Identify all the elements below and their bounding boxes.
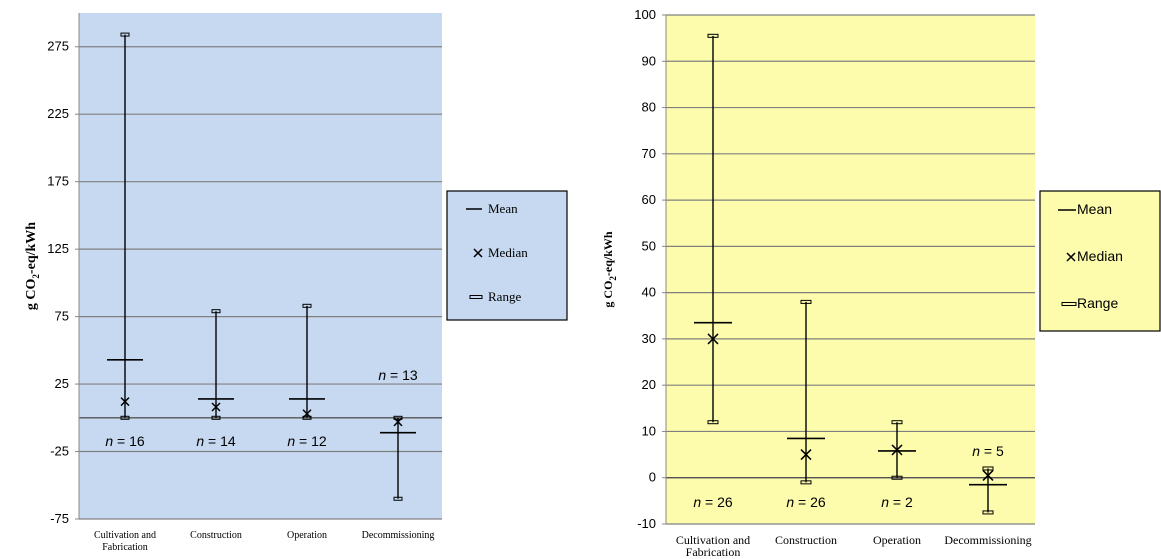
y-tick-label: 20 xyxy=(642,377,656,392)
median-stroke xyxy=(982,469,994,481)
y-tick-label: 25 xyxy=(55,376,69,391)
x-category-label: Fabrication xyxy=(102,542,148,553)
y-tick-label: 80 xyxy=(642,100,656,115)
y-tick-label: 10 xyxy=(642,423,656,438)
y-tick-label: 100 xyxy=(634,7,656,22)
sample-size-label: n = 13 xyxy=(378,367,418,383)
legend-label: Mean xyxy=(488,201,518,216)
legend-median-symbol xyxy=(473,248,483,258)
x-category-label: Construction xyxy=(775,533,837,547)
legend-label: Median xyxy=(1077,248,1123,264)
y-tick-label: 75 xyxy=(55,309,69,324)
x-category-label: Cultivation and xyxy=(94,530,156,541)
median-marker xyxy=(211,402,221,412)
median-stroke xyxy=(393,417,403,427)
median-stroke xyxy=(1066,252,1076,262)
median-stroke xyxy=(302,409,312,419)
range-cap xyxy=(120,32,130,37)
y-tick-label: -75 xyxy=(50,511,69,526)
legend-range-symbol xyxy=(1061,302,1077,306)
sample-size-label: n = 26 xyxy=(693,494,733,510)
range-cap xyxy=(982,510,994,515)
median-stroke xyxy=(707,333,719,345)
range-cap xyxy=(120,415,130,420)
sample-size-label: n = 14 xyxy=(196,433,236,449)
y-tick-label: 90 xyxy=(642,53,656,68)
y-tick-label: 175 xyxy=(47,174,69,189)
legend-label: Mean xyxy=(1077,201,1112,217)
y-tick-label: 50 xyxy=(642,238,656,253)
median-stroke xyxy=(891,444,903,456)
median-marker xyxy=(891,444,903,456)
sample-size-label: n = 2 xyxy=(881,494,913,510)
y-tick-label: 275 xyxy=(47,39,69,54)
range-cap xyxy=(302,303,312,308)
x-category-label: Decommissioning xyxy=(362,530,435,541)
plot-area xyxy=(79,13,442,519)
x-category-label: Decommissioning xyxy=(944,533,1031,547)
x-category-label: Operation xyxy=(287,530,327,541)
y-tick-label: -10 xyxy=(637,516,656,531)
y-tick-label: 70 xyxy=(642,146,656,161)
median-marker xyxy=(302,409,312,419)
median-stroke xyxy=(473,248,483,258)
range-cap xyxy=(302,415,312,420)
legend-box xyxy=(1039,190,1161,332)
y-axis-label: g CO2-eq/kWh xyxy=(24,222,41,310)
sample-size-label: n = 16 xyxy=(105,433,145,449)
range-cap xyxy=(891,475,903,480)
range-cap xyxy=(891,420,903,425)
sample-size-label: n = 12 xyxy=(287,433,327,449)
y-tick-label: 60 xyxy=(642,192,656,207)
range-cap xyxy=(982,466,994,471)
chart-panel-1: -75 -25 25 75 125 175 225 275 g CO2-eq/kWh Cultiv… xyxy=(24,13,568,553)
range-cap xyxy=(800,299,812,304)
range-cap xyxy=(211,415,221,420)
sample-size-label: n = 26 xyxy=(786,494,826,510)
legend-label: Median xyxy=(488,245,528,260)
plot-area xyxy=(666,15,1035,524)
range-cap xyxy=(707,420,719,425)
legend-range-symbol xyxy=(469,295,483,299)
median-stroke xyxy=(211,402,221,412)
median-marker xyxy=(707,333,719,345)
y-tick-label: 225 xyxy=(47,106,69,121)
range-cap xyxy=(393,415,403,420)
sample-size-label: n = 5 xyxy=(972,443,1004,459)
range-cap xyxy=(211,309,221,314)
range-cap xyxy=(800,480,812,485)
median-marker xyxy=(120,397,130,407)
legend-median-symbol xyxy=(1066,252,1076,262)
median-marker xyxy=(982,469,994,481)
y-axis-label: g CO2-eq/kWh xyxy=(601,231,618,308)
legend-label: Range xyxy=(488,289,521,304)
median-stroke xyxy=(800,449,812,461)
median-stroke xyxy=(120,397,130,407)
x-category-label: Operation xyxy=(873,533,921,547)
chart-panel-2: -10 0 10 20 30 40 50 60 70 80 90 100 g CO2-eq/kWh Cul… xyxy=(601,7,1161,559)
range-cap xyxy=(707,33,719,38)
y-tick-label: 125 xyxy=(47,241,69,256)
x-category-label: Fabrication xyxy=(686,545,741,559)
range-cap xyxy=(393,496,403,501)
median-marker xyxy=(393,417,403,427)
y-tick-label: 40 xyxy=(642,285,656,300)
x-category-label: Cultivation and xyxy=(676,533,750,547)
y-tick-label: 0 xyxy=(649,470,656,485)
x-category-label: Construction xyxy=(190,530,242,541)
y-tick-label: 30 xyxy=(642,331,656,346)
median-marker xyxy=(800,449,812,461)
legend-label: Range xyxy=(1077,295,1118,311)
legend-box xyxy=(446,190,568,321)
y-tick-label: -25 xyxy=(50,444,69,459)
